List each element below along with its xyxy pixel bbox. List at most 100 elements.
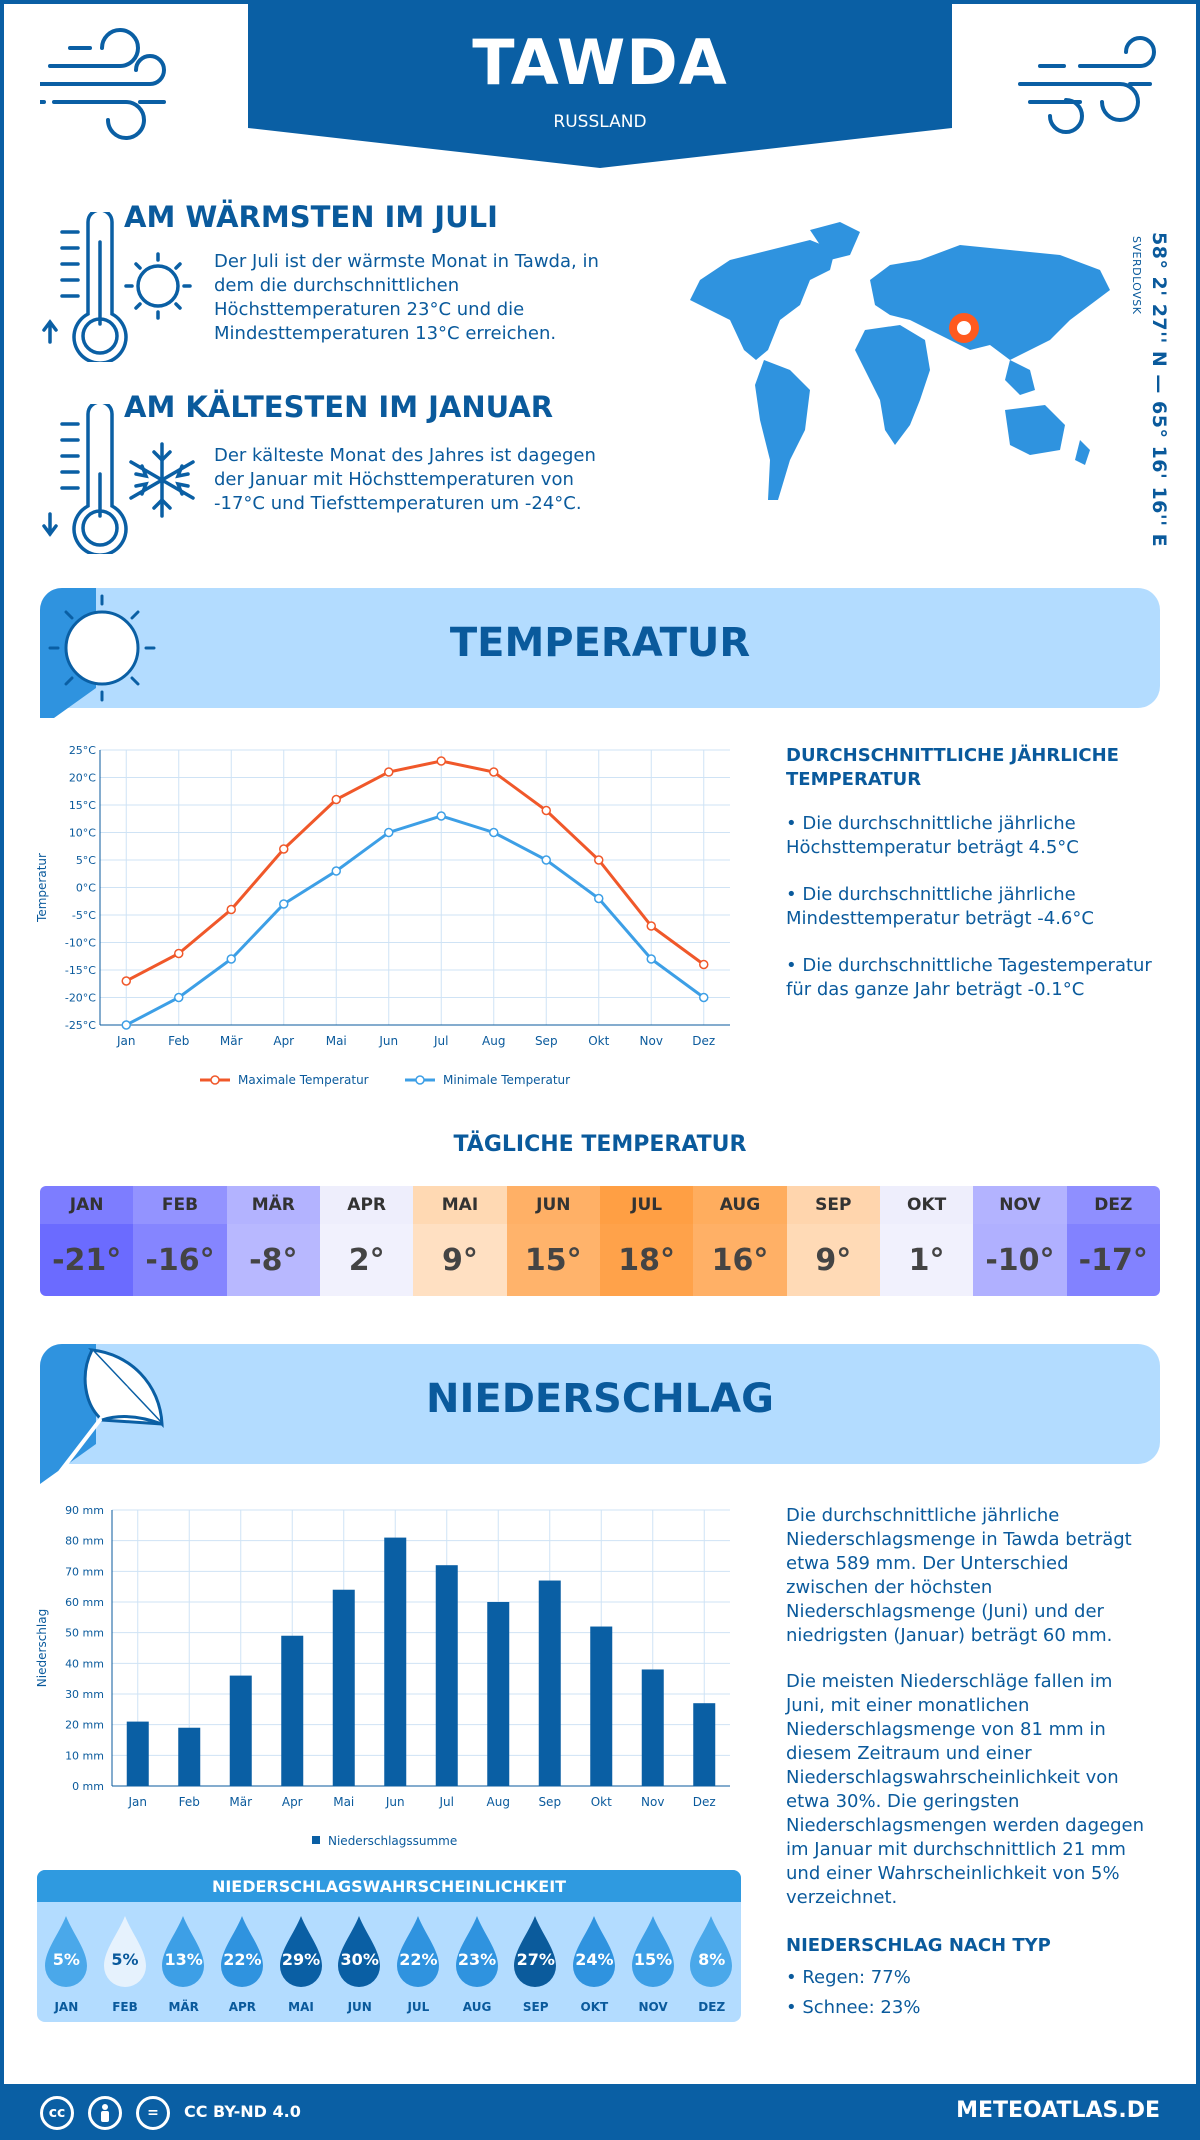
wind-icon (1018, 36, 1156, 134)
probability-value: 22% (223, 1950, 262, 1969)
probability-value: 30% (340, 1950, 379, 1969)
daily-temp-value: -10° (973, 1224, 1067, 1296)
temperature-section-title: TEMPERATUR (449, 620, 751, 666)
x-tick-label: Aug (487, 1795, 510, 1809)
data-point (279, 899, 289, 909)
probability-month: JUL (407, 2000, 430, 2014)
data-point (541, 805, 551, 816)
probability-value: 29% (281, 1950, 321, 1969)
daily-temp-month: NOV (973, 1186, 1067, 1224)
probability-drop: 24% OKT (565, 1910, 624, 2020)
probability-month: MÄR (168, 2000, 199, 2014)
annual-temp-bullet: • Die durchschnittliche jährliche Mindes… (786, 884, 1094, 929)
daily-temp-value: 1° (879, 1224, 974, 1296)
warmest-title: AM WÄRMSTEN IM JULI (124, 200, 498, 234)
legend-swatch (312, 1836, 320, 1844)
daily-temp-month: AUG (693, 1186, 787, 1224)
precipitation-section-header (40, 1344, 1160, 1464)
data-point (646, 921, 656, 931)
data-point (331, 866, 341, 876)
region-label: SVERDLOVSK (1130, 236, 1143, 315)
y-tick-label: -5°C (72, 909, 96, 922)
annual-temp-bullet: • Die durchschnittliche jährliche Höchst… (786, 813, 1079, 858)
world-map (690, 222, 1110, 500)
probability-month: APR (228, 2000, 257, 2014)
probability-month: NOV (638, 2000, 668, 2014)
legend-marker (210, 1075, 220, 1085)
precipitation-section-title: NIEDERSCHLAG (426, 1376, 774, 1422)
title-banner (248, 0, 952, 168)
probability-drop: 5% JAN (37, 1910, 96, 2020)
bar (538, 1580, 561, 1786)
legend-marker (415, 1075, 425, 1085)
precip-type-snow: • Schnee: 23% (786, 1997, 921, 2018)
x-tick-label: Jun (378, 1034, 398, 1048)
precip-detail: Die meisten Niederschläge fallen im Juni… (786, 1671, 1144, 1908)
y-tick-label: 10 mm (65, 1749, 104, 1762)
y-tick-label: 25°C (69, 744, 96, 757)
probability-month: AUG (462, 2000, 492, 2014)
x-tick-label: Nov (640, 1034, 663, 1048)
probability-month: DEZ (698, 2000, 726, 2014)
raindrop-icon (162, 1916, 205, 1987)
site-link[interactable]: METEOATLAS.DE (956, 2098, 1160, 2123)
raindrop-icon (455, 1916, 498, 1987)
probability-drop: 22% APR (213, 1910, 272, 2020)
probability-drop: 8% DEZ (682, 1910, 741, 2020)
daily-temp-table: JAN -21° FEB -16° MÄR -8° APR 2° MAI 9° JUN 15° JUL 1… (40, 1186, 1160, 1296)
probability-drop: 22% JUL (389, 1910, 448, 2020)
daily-temp-month: FEB (133, 1186, 227, 1224)
license-label: CC BY-ND 4.0 (184, 2102, 301, 2121)
cc-icon: cc (40, 2096, 74, 2130)
daily-temp-month: APR (319, 1186, 414, 1224)
x-tick-label: Mär (220, 1034, 243, 1048)
probability-drop: 5% FEB (96, 1910, 155, 2020)
series-line (125, 814, 705, 1027)
y-tick-label: 40 mm (65, 1657, 104, 1670)
legend-label: Niederschlagssumme (328, 1834, 457, 1848)
daily-temp-month: MAI (413, 1186, 507, 1224)
city-title: TAWDA (472, 26, 728, 99)
raindrop-icon (397, 1916, 440, 1987)
data-point (436, 756, 446, 766)
series-line (125, 759, 705, 983)
country-label: RUSSLAND (553, 112, 647, 132)
x-tick-label: Feb (168, 1034, 189, 1048)
y-tick-label: 30 mm (65, 1688, 104, 1701)
data-point (121, 1020, 131, 1030)
probability-month: FEB (112, 2000, 138, 2014)
daily-temp-value: 15° (506, 1224, 600, 1296)
daily-temp-cell: MAI 9° (413, 1186, 507, 1296)
daily-temp-month: DEZ (1066, 1186, 1160, 1224)
probability-month: SEP (522, 2000, 549, 2014)
probability-value: 5% (52, 1950, 80, 1969)
y-tick-label: 80 mm (65, 1535, 104, 1548)
thermometer-snowflake-icon (42, 404, 195, 554)
x-tick-label: Apr (273, 1034, 294, 1048)
y-tick-label: -20°C (65, 992, 96, 1005)
y-tick-label: -10°C (65, 937, 96, 950)
probability-value: 22% (399, 1950, 438, 1969)
probability-value: 8% (698, 1950, 726, 1969)
x-tick-label: Jun (385, 1795, 405, 1809)
daily-temp-value: 2° (319, 1224, 414, 1296)
y-tick-label: 20 mm (65, 1719, 104, 1732)
y-tick-label: 15°C (69, 799, 96, 812)
daily-temp-cell: APR 2° (319, 1186, 414, 1296)
bar (126, 1721, 149, 1786)
data-point (489, 827, 499, 838)
daily-temp-cell: MÄR -8° (226, 1186, 320, 1296)
warmest-text: Der Juli ist der wärmste Monat in Tawda,… (214, 251, 599, 344)
data-point (646, 954, 656, 964)
x-tick-label: Mai (326, 1034, 347, 1048)
probability-drop: 15% NOV (624, 1910, 683, 2020)
probability-value: 15% (633, 1950, 673, 1969)
precipitation-chart: 90 mm 80 mm 70 mm 60 mm 50 mm 40 mm 30 mm 20 mm… (35, 1504, 730, 1848)
probability-value: 23% (457, 1950, 497, 1969)
probability-value: 24% (575, 1950, 614, 1969)
data-point (384, 827, 394, 838)
raindrop-icon (631, 1916, 674, 1987)
probability-drop: 13% MÄR (154, 1910, 213, 2020)
precip-type-title: NIEDERSCHLAG NACH TYP (786, 1935, 1051, 1956)
raindrop-icon (690, 1916, 733, 1987)
